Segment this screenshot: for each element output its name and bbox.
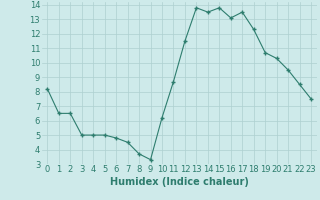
X-axis label: Humidex (Indice chaleur): Humidex (Indice chaleur) — [110, 177, 249, 187]
